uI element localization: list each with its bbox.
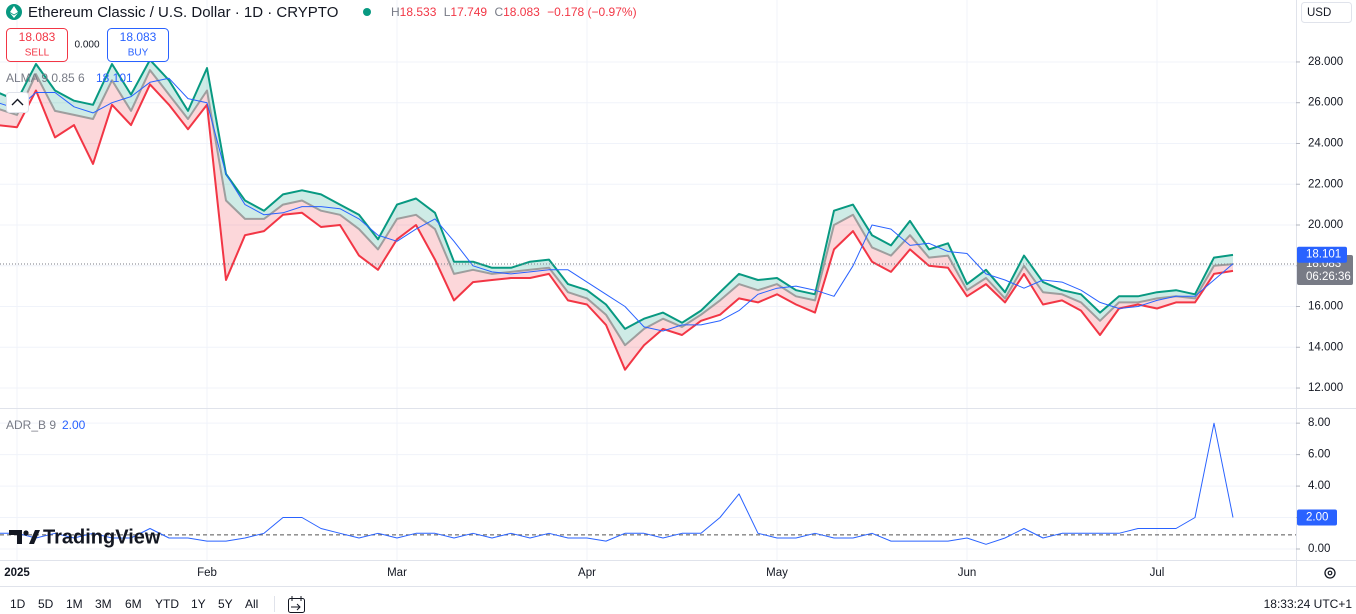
date-range-icon[interactable] <box>288 596 305 613</box>
timeframe-button[interactable]: 1M <box>66 597 83 611</box>
adr-value: 2.00 <box>62 418 86 432</box>
sell-button[interactable] <box>6 28 68 62</box>
clock[interactable]: 18:33:24 UTC+1 <box>1264 597 1353 611</box>
countdown: 06:26:36 <box>1306 271 1351 283</box>
x-tick-label: Mar <box>387 567 407 579</box>
close-value: 18.083 <box>503 5 540 19</box>
sell-price: 18.083 <box>19 30 56 44</box>
alma-value: 18.101 <box>96 71 133 85</box>
collapse-button[interactable] <box>6 92 29 113</box>
timeframe-button[interactable]: 6M <box>125 597 142 611</box>
x-tick-label: 2025 <box>4 567 30 579</box>
timeframe-button[interactable]: All <box>245 597 258 611</box>
high-value: 18.533 <box>400 5 437 19</box>
alma-price-label: 18.101 <box>1306 249 1341 261</box>
ohlc: H18.533 L17.749 C18.083 −0.178 (−0.97%) <box>391 5 637 19</box>
trade-panel: 18.083 SELL 0.000 18.083 BUY <box>6 28 169 62</box>
x-tick-label: Jul <box>1150 567 1165 579</box>
adr-legend[interactable]: ADR_B 9 <box>6 418 56 432</box>
market-status[interactable] <box>363 8 371 16</box>
x-tick-label: Feb <box>197 567 217 579</box>
logo-mark2 <box>29 530 40 544</box>
adr-pane <box>0 422 1296 545</box>
series-line <box>0 422 1234 545</box>
x-tick-label: Jun <box>958 567 977 579</box>
adr-value-box <box>1297 509 1337 526</box>
y-tick-label: 20.000 <box>1308 219 1343 231</box>
y-tick-label: 12.000 <box>1308 382 1343 394</box>
bull-fill <box>0 59 1233 346</box>
timeframe-button[interactable]: 5D <box>38 597 54 611</box>
y-tick-label: 28.000 <box>1308 56 1343 68</box>
adr-value-label: 2.00 <box>1306 512 1328 524</box>
grid-layer <box>0 0 1296 560</box>
logo-text: TradingView <box>43 526 161 548</box>
alma-price-box <box>1297 246 1347 263</box>
close-label: C <box>494 5 503 19</box>
currency[interactable]: USD <box>1307 7 1331 19</box>
logo-mark <box>9 530 22 544</box>
y-tick-label: 4.00 <box>1308 480 1330 492</box>
price-pane <box>0 58 1296 371</box>
y-tick-label: 0.00 <box>1308 543 1330 555</box>
axis-layer: 2025 Feb Mar Apr May Jun Jul 12.000 14.000 16.000… <box>4 56 1353 579</box>
y-tick-label: 8.00 <box>1308 417 1330 429</box>
x-tick-label: Apr <box>578 567 596 579</box>
series-line <box>0 69 1234 347</box>
currency-button[interactable] <box>1301 2 1352 23</box>
symbol-title[interactable]: Ethereum Classic / U.S. Dollar · 1D · CR… <box>28 4 338 21</box>
header: Ethereum Classic / U.S. Dollar · 1D · CR… <box>6 4 637 21</box>
high-label: H <box>391 5 400 19</box>
buy-text: BUY <box>128 48 149 59</box>
buy-price: 18.083 <box>120 30 157 44</box>
eth-glyph <box>10 6 18 18</box>
collapse-icon <box>11 98 24 106</box>
spread: 0.000 <box>74 40 99 51</box>
y-tick-label: 6.00 <box>1308 449 1330 461</box>
low-label: L <box>444 5 451 19</box>
alma-legend[interactable]: ALMA 9 0.85 6 <box>6 71 85 85</box>
change-value: −0.178 (−0.97%) <box>547 5 636 19</box>
timeframe-button[interactable]: 3M <box>95 597 112 611</box>
calendar-arrow <box>291 596 302 611</box>
x-tick-label: May <box>766 567 788 579</box>
y-tick-label: 24.000 <box>1308 138 1343 150</box>
timeframe-button[interactable]: 1Y <box>191 597 206 611</box>
bottom-bar: 1D 5D 1M 3M 6M YTD 1Y 5Y All <box>10 597 258 611</box>
y-tick-label: 26.000 <box>1308 97 1343 109</box>
series-line <box>0 58 1234 330</box>
sell-text: SELL <box>25 48 50 59</box>
calendar-frame <box>288 598 305 613</box>
timeframe-button[interactable]: 5Y <box>218 597 233 611</box>
low-value: 17.749 <box>450 5 487 19</box>
y-tick-label: 16.000 <box>1308 301 1343 313</box>
y-tick-label: 14.000 <box>1308 341 1343 353</box>
logo-dot <box>23 530 29 536</box>
series-line <box>0 83 1234 371</box>
y-tick-label: 22.000 <box>1308 178 1343 190</box>
timeframe-button[interactable]: YTD <box>155 597 179 611</box>
settings-icon-core <box>1327 570 1333 576</box>
buy-button[interactable] <box>107 28 169 62</box>
logo: TradingView <box>9 526 161 548</box>
timeframe-button[interactable]: 1D <box>10 597 26 611</box>
settings-icon[interactable] <box>1324 567 1336 579</box>
series-line <box>0 77 1234 332</box>
